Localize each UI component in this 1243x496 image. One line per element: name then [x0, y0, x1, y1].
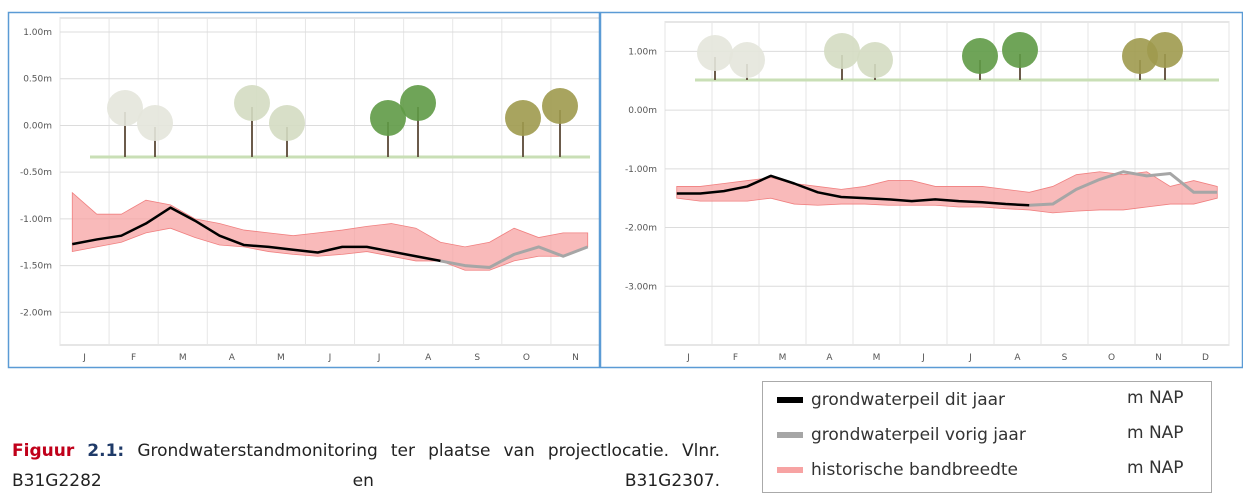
tree-crown	[729, 42, 765, 78]
legend-swatch	[777, 397, 803, 403]
x-tick-label: O	[1108, 353, 1115, 363]
x-tick-label: M	[179, 353, 187, 363]
x-tick-label: J	[82, 353, 86, 363]
tree-crown	[1147, 32, 1183, 68]
legend-label: historische bandbreedte	[811, 460, 1018, 480]
legend-unit: m NAP	[1127, 388, 1184, 408]
tree-crown	[400, 85, 436, 121]
y-tick-label: 0.00m	[23, 121, 52, 131]
tree-crown	[824, 33, 860, 69]
y-tick-label: 1.00m	[628, 47, 657, 57]
x-tick-label: A	[1014, 353, 1021, 363]
y-tick-label: -1.50m	[20, 262, 52, 272]
legend: grondwaterpeil dit jaar m NAP grondwater…	[762, 381, 1212, 493]
charts: 1.00m 0.50m 0.00m -0.50m -1.00m -1.50m -2.00m J…	[0, 0, 1243, 380]
y-tick-label: -2.00m	[625, 224, 657, 234]
caption: Figuur 2.1: Grondwaterstandmonitoring te…	[12, 436, 720, 496]
tree-crown	[137, 105, 173, 141]
tree-crown	[1002, 32, 1038, 68]
y-tick-label: -2.00m	[20, 308, 52, 318]
x-tick-label: S	[1062, 353, 1068, 363]
x-tick-label: D	[1202, 353, 1209, 363]
x-tick-label: N	[1155, 353, 1162, 363]
x-tick-label: O	[523, 353, 530, 363]
y-tick-label: -3.00m	[625, 282, 657, 292]
x-tick-label: A	[826, 353, 833, 363]
x-tick-label: J	[328, 353, 332, 363]
caption-label: Figuur	[12, 441, 74, 461]
tree-crown	[962, 38, 998, 74]
legend-unit: m NAP	[1127, 458, 1184, 478]
x-tick-label: A	[229, 353, 236, 363]
x-tick-label: F	[131, 353, 136, 363]
y-tick-label: 1.00m	[23, 28, 52, 38]
caption-number: 2.1:	[87, 441, 124, 461]
legend-item: grondwaterpeil dit jaar	[777, 388, 1005, 412]
x-tick-label: J	[968, 353, 972, 363]
tree-crown	[234, 85, 270, 121]
x-tick-label: J	[377, 353, 381, 363]
tree-crown	[505, 100, 541, 136]
x-tick-label: M	[873, 353, 881, 363]
tree-crown	[697, 35, 733, 71]
tree-crown	[857, 42, 893, 78]
x-tick-label: S	[474, 353, 480, 363]
legend-label: grondwaterpeil vorig jaar	[811, 425, 1026, 445]
y-tick-label: -1.00m	[625, 165, 657, 175]
x-tick-label: J	[921, 353, 925, 363]
legend-swatch	[777, 467, 803, 473]
legend-unit: m NAP	[1127, 423, 1184, 443]
legend-item: historische bandbreedte	[777, 458, 1018, 482]
x-tick-label: M	[277, 353, 285, 363]
x-tick-label: J	[686, 353, 690, 363]
x-tick-label: N	[572, 353, 579, 363]
legend-swatch	[777, 432, 803, 438]
y-tick-label: 0.00m	[628, 106, 657, 116]
legend-label: grondwaterpeil dit jaar	[811, 390, 1005, 410]
plot-area	[60, 18, 600, 345]
y-tick-label: -0.50m	[20, 168, 52, 178]
tree-crown	[269, 105, 305, 141]
tree-crown	[542, 88, 578, 124]
x-tick-label: M	[779, 353, 787, 363]
y-tick-label: 0.50m	[23, 75, 52, 85]
y-tick-label: -1.00m	[20, 215, 52, 225]
x-tick-label: F	[733, 353, 738, 363]
page: {"chart_data": [ {"type": "line", "categ…	[0, 0, 1243, 491]
legend-item: grondwaterpeil vorig jaar	[777, 423, 1026, 447]
x-tick-label: A	[425, 353, 432, 363]
